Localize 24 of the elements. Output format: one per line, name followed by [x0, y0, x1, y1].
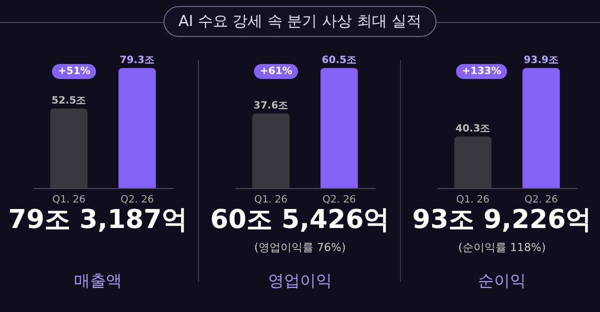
data-label: 60.5조 — [322, 55, 356, 66]
data-label: 93.9조 — [524, 55, 558, 66]
text: 순이익 — [477, 271, 527, 292]
x-tick-label: Q1. 26 — [52, 194, 86, 206]
data-label: 79.3조 — [120, 55, 154, 66]
text: 93조 9,226억 — [411, 204, 593, 237]
data-label: 37.6조 — [254, 100, 288, 112]
annotation: +51% — [52, 64, 96, 79]
x-tick-label: Q2. 26 — [120, 194, 154, 206]
text: AI 수요 강세 속 분기 사상 최대 실적 — [163, 6, 437, 37]
x-tick-label: Q1. 26 — [456, 194, 490, 206]
text: (순이익률 118%) — [457, 240, 547, 255]
text: 79조 3,187억 — [7, 204, 189, 237]
x-tick-label: Q1. 26 — [254, 194, 288, 206]
annotation: +133% — [456, 64, 508, 79]
text: 영업이익 — [267, 271, 333, 292]
data-label: 52.5조 — [52, 96, 86, 107]
text: 60조 5,426억 — [209, 204, 391, 237]
x-tick-label: Q2. 26 — [524, 194, 558, 206]
x-tick-label: Q2. 26 — [322, 194, 356, 206]
annotation: +61% — [254, 64, 298, 79]
text: 매출액 — [73, 271, 123, 292]
data-label: 40.3조 — [456, 124, 490, 134]
text: (영업이익률 76%) — [253, 240, 347, 255]
